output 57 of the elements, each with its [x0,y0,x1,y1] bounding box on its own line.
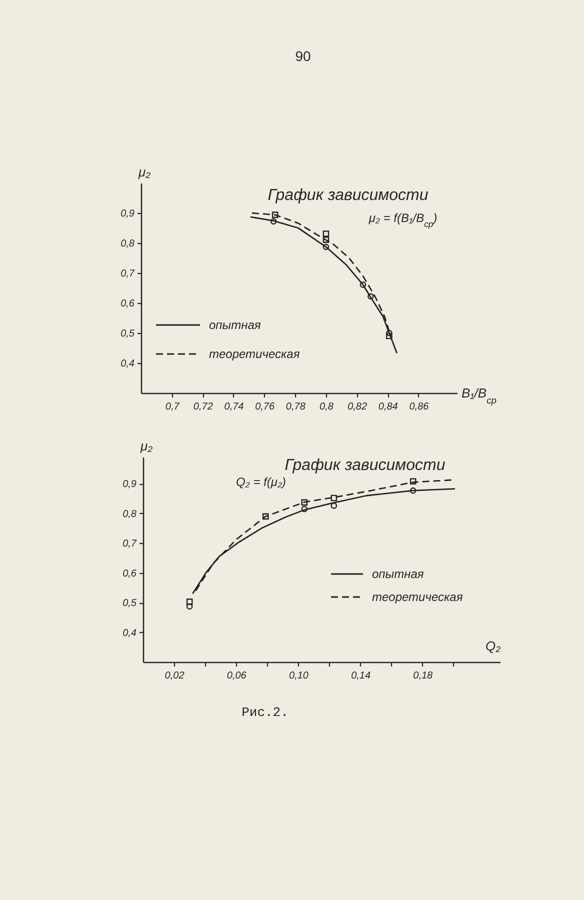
legend-label: опытная [209,318,262,332]
legend-label: опытная [372,567,424,581]
point [368,293,374,300]
x-axis-title: Q₂ [486,638,501,654]
y-tick-label: 0,5 [120,328,135,340]
text: Рис.2. [242,705,288,720]
x-tick-label: 0,14 [351,670,371,682]
text: 90 [295,48,311,64]
legend-label: теоретическая [372,590,464,604]
y-tick-label: 0,8 [122,508,137,520]
point [386,332,392,340]
x-tick-label: 0,86 [409,402,430,412]
text: Q₂ = f(μ₂) [236,475,286,489]
y-tick-label: 0,4 [120,358,135,370]
x-tick-label: 0,76 [255,402,275,412]
point [272,212,278,218]
point [262,513,269,520]
y-tick-label: 0,4 [122,628,137,639]
point [322,244,330,250]
x-tick-label: 0,74 [224,402,244,412]
point [322,230,330,237]
point [330,502,338,509]
point [410,478,416,485]
x-tick-label: 0,02 [164,670,185,682]
point [186,598,193,605]
y-tick-label: 0,6 [120,298,135,310]
point [322,236,330,243]
chart-title: График зависимости [268,187,428,204]
y-tick-label: 0,9 [120,208,135,220]
y-tick-label: 0,6 [122,568,137,580]
y-tick-label: 0,7 [122,538,137,550]
x-tick-label: 0,72 [193,402,214,412]
x-tick-label: 0,18 [413,670,434,682]
chart-title: График зависимости [284,457,446,474]
y-axis-title: μ₂ [139,438,153,454]
text: μ₂ = f(B₁/B$_{ср}$) [368,211,438,229]
point [186,603,193,610]
y-tick-label: 0,9 [122,479,137,490]
point [360,282,366,288]
x-tick-label: 0,78 [286,402,306,412]
point [410,487,416,494]
legend-label: теоретическая [209,347,300,361]
point [301,499,308,506]
y-axis-title: μ₂ [137,164,151,180]
y-tick-label: 0,8 [120,238,135,250]
point [270,218,277,225]
y-tick-label: 0,7 [120,268,135,280]
x-tick-label: 0,10 [288,670,309,682]
x-tick-label: 0,06 [226,670,247,682]
x-tick-label: 0,7 [165,402,180,412]
x-tick-label: 0,84 [378,402,398,412]
x-tick-label: 0,82 [348,402,368,412]
point [301,506,308,512]
x-axis-title: B₁/B$_{ср}$ [462,386,496,405]
y-tick-label: 0,5 [122,598,137,610]
x-tick-label: 0,8 [320,402,334,412]
point [330,494,338,502]
